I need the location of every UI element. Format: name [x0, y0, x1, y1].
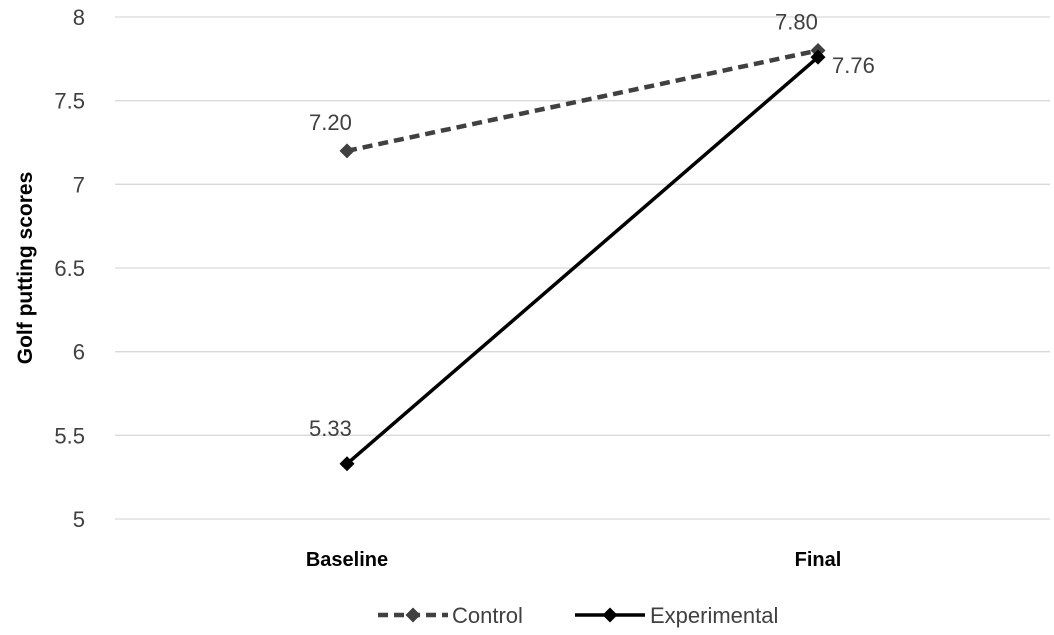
- data-label-experimental: 7.76: [832, 53, 875, 78]
- series-lines: [339, 42, 826, 472]
- legend-label-control: Control: [452, 603, 523, 628]
- x-category-label: Final: [795, 549, 842, 571]
- data-label-experimental: 5.33: [309, 416, 352, 441]
- y-tick-label: 5: [73, 507, 85, 532]
- series-line-experimental: [345, 55, 820, 466]
- y-tick-label: 6: [73, 340, 85, 365]
- data-point-experimental: [339, 456, 355, 472]
- y-tick-label: 6.5: [54, 256, 85, 281]
- x-category-labels: Baseline Final: [306, 549, 841, 571]
- y-tick-label: 8: [73, 5, 85, 30]
- data-label-control: 7.80: [775, 9, 818, 34]
- y-tick-label: 7.5: [54, 89, 85, 114]
- y-tick-label: 5.5: [54, 423, 85, 448]
- x-category-label: Baseline: [306, 549, 388, 571]
- data-point-experimental: [810, 49, 826, 65]
- y-axis-label: Golf putting scores: [14, 172, 37, 365]
- legend: Control Experimental: [378, 603, 778, 628]
- legend-marker-control: [405, 607, 421, 623]
- series-line-control: [346, 48, 819, 154]
- y-tick-label: 7: [73, 172, 85, 197]
- legend-label-experimental: Experimental: [650, 603, 778, 628]
- y-tick-labels: 5 5.5 6 6.5 7 7.5 8: [54, 5, 85, 532]
- legend-marker-experimental: [602, 607, 618, 623]
- data-point-control: [339, 143, 355, 159]
- data-labels: 7.20 7.80 5.33 7.76: [309, 9, 875, 440]
- data-label-control: 7.20: [309, 110, 352, 135]
- gridlines: [115, 16, 1050, 520]
